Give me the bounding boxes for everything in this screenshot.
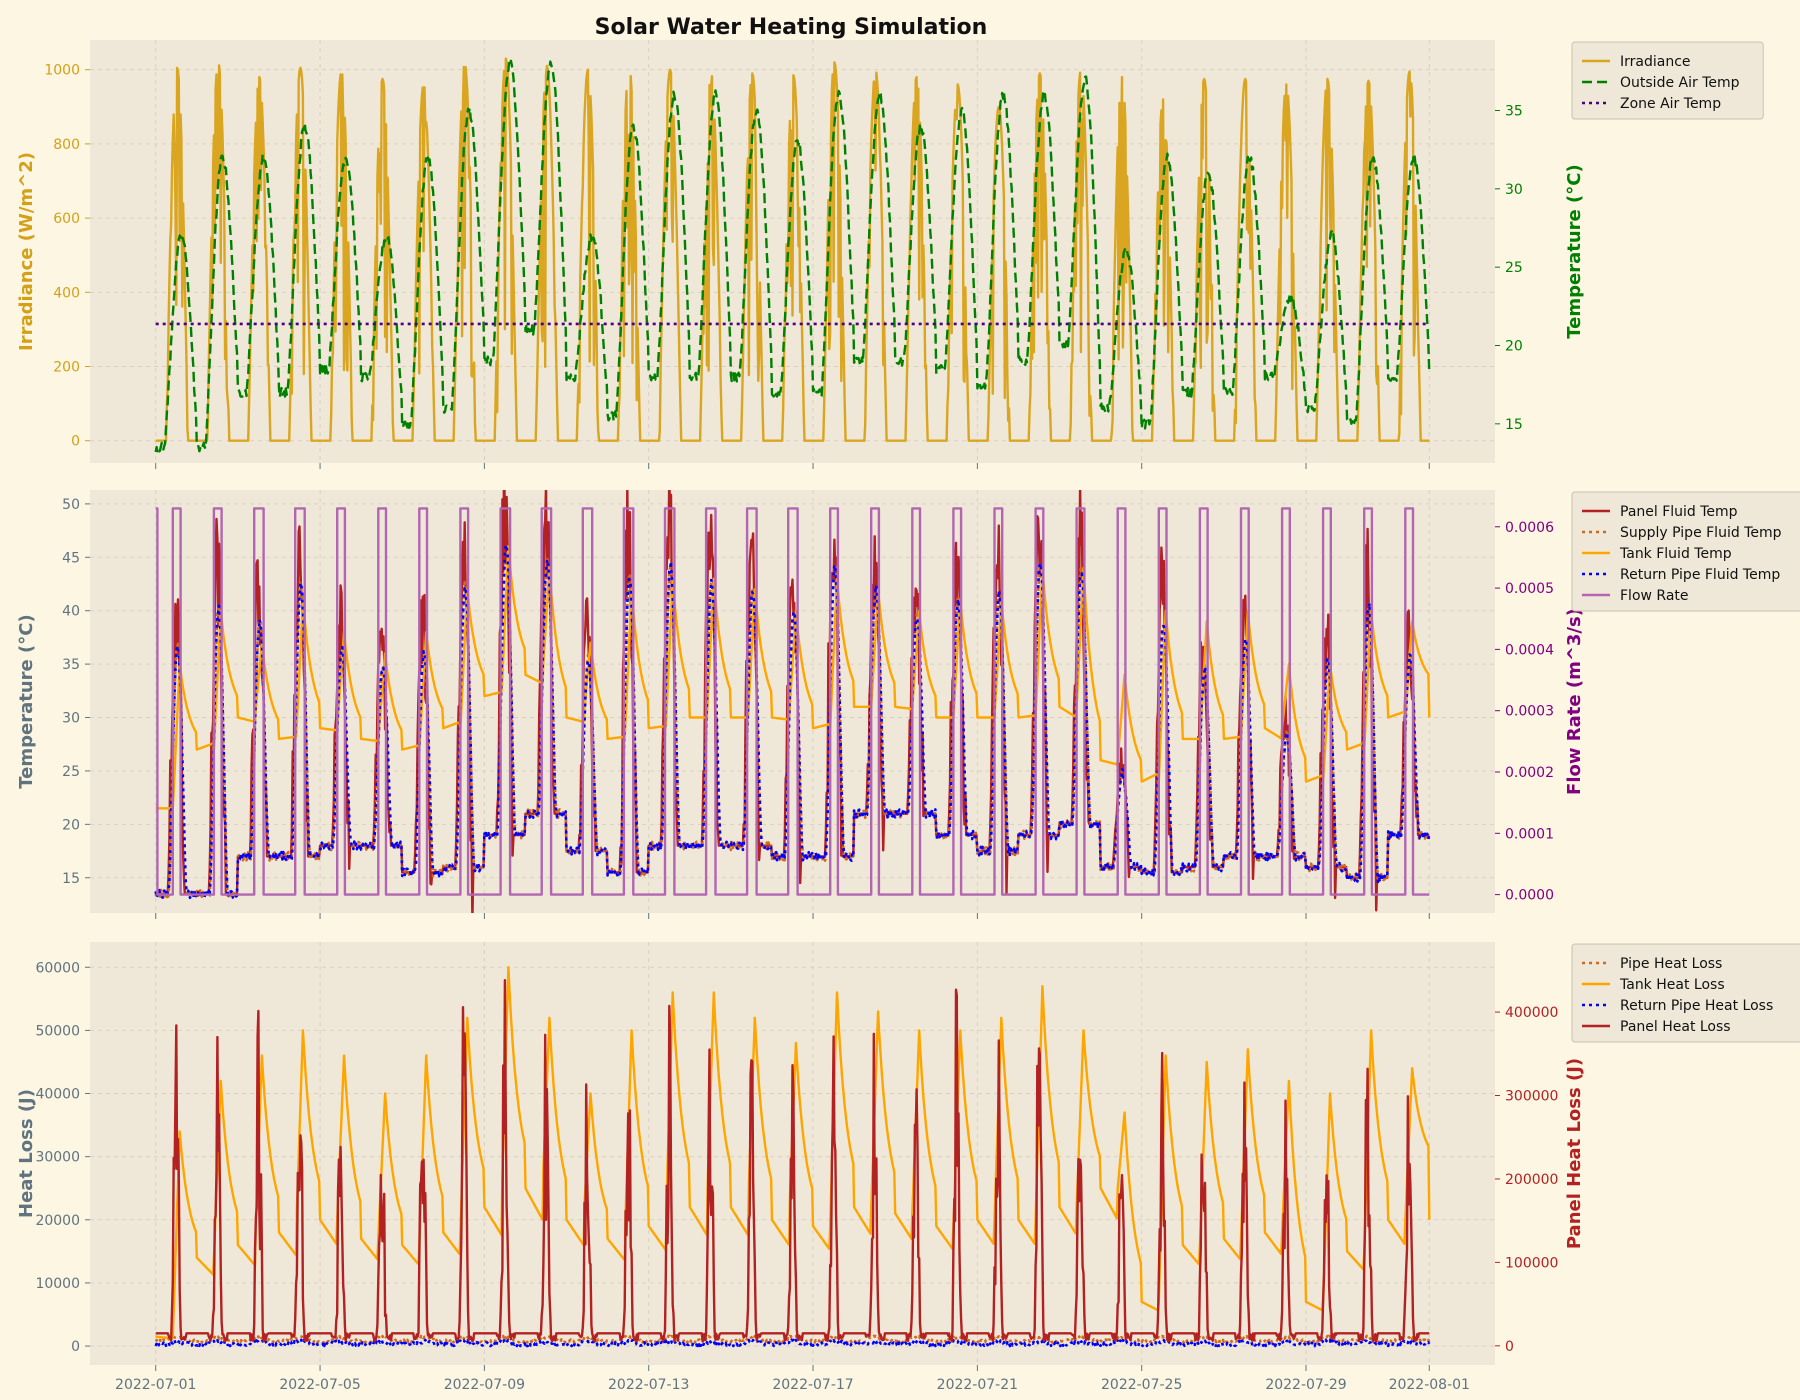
left-tick-label: 40000 (35, 1087, 80, 1103)
left-tick-label: 40 (62, 604, 80, 620)
legend: Panel Fluid Temp Supply Pipe Fluid Temp Ta… (1571, 491, 1800, 612)
right-tick-label: 400000 (1505, 1005, 1558, 1021)
series-lines (154, 966, 1431, 1348)
series-line-outside-air-temp (154, 59, 1431, 453)
legend-label: Supply Pipe Fluid Temp (1620, 525, 1782, 541)
left-tick-label: 1000 (44, 63, 80, 79)
left-tick-label: 30000 (35, 1150, 80, 1166)
legend-label: Panel Heat Loss (1620, 1019, 1731, 1035)
x-tick-label: 2022-07-29 (1265, 1377, 1346, 1393)
right-tick-label: 0.0003 (1505, 704, 1554, 720)
left-tick-label: 45 (62, 550, 80, 566)
legend: Irradiance Outside Air Temp Zone Air Temp (1571, 41, 1764, 120)
series-line-pipe-heat-loss (154, 1334, 1431, 1344)
legend-label: Tank Fluid Temp (1619, 546, 1732, 562)
x-tick-label: 2022-07-13 (608, 1377, 689, 1393)
x-tick-label: 2022-07-25 (1101, 1377, 1182, 1393)
panel-3: 0 10000 20000 30000 40000 50000 60000 0 100000 20… (16, 942, 1800, 1393)
right-tick-label: 35 (1505, 104, 1523, 120)
left-tick-label: 15 (62, 871, 80, 887)
right-tick-label: 0 (1505, 1339, 1514, 1355)
left-tick-label: 25 (62, 764, 80, 780)
right-tick-label: 25 (1505, 260, 1523, 276)
right-tick-label: 300000 (1505, 1089, 1558, 1105)
series-line-flow-rate (155, 507, 1430, 896)
x-tick-label: 2022-07-09 (444, 1377, 525, 1393)
left-tick-label: 35 (62, 657, 80, 673)
right-tick-label: 0.0004 (1505, 642, 1554, 658)
x-tick-label: 2022-07-05 (279, 1377, 360, 1393)
legend-label: Flow Rate (1620, 588, 1689, 604)
series-line-tank-fluid-temp (155, 545, 1431, 810)
left-tick-label: 60000 (35, 960, 80, 976)
left-tick-label: 0 (71, 434, 80, 450)
left-tick-label: 20 (62, 817, 80, 833)
legend-label: Return Pipe Fluid Temp (1620, 567, 1780, 583)
left-tick-label: 10000 (35, 1276, 80, 1292)
series-line-return-pipe-heat-loss (154, 1338, 1431, 1348)
x-tick-label: 2022-08-01 (1389, 1377, 1470, 1393)
series-line-return-pipe-fluid-temp (154, 543, 1431, 900)
right-tick-label: 20 (1505, 339, 1523, 355)
panel-2: 15 20 25 30 35 40 45 50 0.0000 0.0001 0.0002 0.0003… (16, 490, 1800, 919)
right-axis-label: Panel Heat Loss (J) (1564, 1058, 1585, 1249)
gridlines (90, 490, 1495, 913)
left-axis-label: Temperature (°C) (16, 614, 37, 788)
left-tick-label: 600 (53, 211, 80, 227)
right-tick-label: 0.0000 (1505, 888, 1554, 904)
left-tick-label: 800 (53, 137, 80, 153)
right-tick-label: 0.0001 (1505, 826, 1554, 842)
left-tick-label: 50000 (35, 1023, 80, 1039)
x-tick-label: 2022-07-01 (115, 1377, 196, 1393)
right-tick-label: 0.0005 (1505, 581, 1554, 597)
right-axis-label: Flow Rate (m^3/s) (1564, 608, 1585, 795)
chart-title: Solar Water Heating Simulation (595, 15, 988, 40)
legend-label: Zone Air Temp (1620, 96, 1721, 112)
left-axis-label: Irradiance (W/m^2) (16, 152, 37, 351)
left-tick-label: 200 (53, 360, 80, 376)
legend-label: Irradiance (1620, 54, 1691, 70)
left-tick-label: 30 (62, 711, 80, 727)
right-tick-label: 0.0006 (1505, 520, 1554, 536)
right-tick-label: 100000 (1505, 1255, 1558, 1271)
series-lines (154, 57, 1431, 453)
left-tick-label: 0 (71, 1339, 80, 1355)
legend-label: Panel Fluid Temp (1620, 504, 1738, 520)
left-axis-label: Heat Loss (J) (16, 1089, 37, 1218)
series-line-irradiance (155, 57, 1430, 442)
x-tick-label: 2022-07-17 (772, 1377, 853, 1393)
right-tick-label: 15 (1505, 417, 1523, 433)
left-tick-label: 50 (62, 497, 80, 513)
right-tick-label: 30 (1505, 182, 1523, 198)
legend: Pipe Heat Loss Tank Heat Loss Return Pipe … (1571, 943, 1800, 1043)
legend-label: Outside Air Temp (1620, 75, 1740, 91)
x-tick-label: 2022-07-21 (937, 1377, 1018, 1393)
panel-1: 0 200 400 600 800 1000 15 20 25 30 35 Irradiance (W… (16, 40, 1764, 469)
legend-label: Pipe Heat Loss (1620, 956, 1722, 972)
left-tick-label: 400 (53, 285, 80, 301)
series-lines (154, 490, 1431, 913)
plot-area (90, 490, 1495, 913)
series-line-panel-heat-loss (155, 979, 1430, 1343)
legend-label: Return Pipe Heat Loss (1620, 998, 1773, 1014)
right-tick-label: 200000 (1505, 1172, 1558, 1188)
legend-label: Tank Heat Loss (1619, 977, 1725, 993)
legend-box (1571, 943, 1800, 1043)
legend-box (1571, 41, 1764, 120)
legend-box (1571, 491, 1800, 612)
right-tick-label: 0.0002 (1505, 765, 1554, 781)
right-axis-label: Temperature (°C) (1564, 164, 1585, 338)
left-tick-label: 20000 (35, 1213, 80, 1229)
